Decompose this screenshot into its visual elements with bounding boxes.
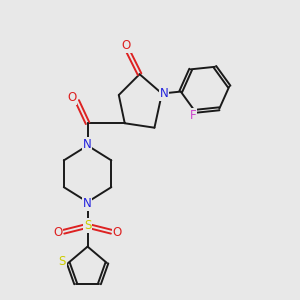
Text: O: O [53,226,62,239]
Text: O: O [122,39,131,52]
Text: N: N [160,87,168,100]
Text: O: O [67,91,76,104]
Text: N: N [82,197,91,210]
Text: F: F [190,109,196,122]
Text: N: N [82,138,91,151]
Text: S: S [58,255,66,268]
Text: S: S [84,219,91,232]
Text: O: O [113,226,122,239]
